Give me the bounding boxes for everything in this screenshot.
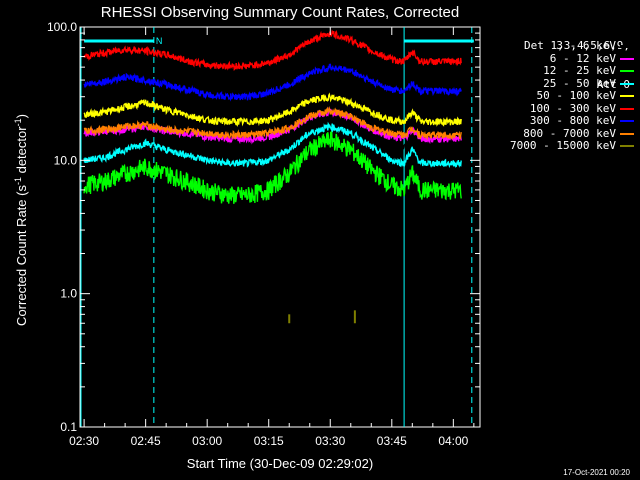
y-axis-label-end: ) bbox=[14, 114, 29, 118]
legend-item-7: 800 - 7000 keV bbox=[510, 126, 634, 141]
legend-swatch-7 bbox=[620, 132, 634, 135]
legend-label-8: 7000 - 15000 keV bbox=[510, 139, 616, 152]
legend-swatch-2 bbox=[620, 70, 634, 73]
x-tick-label-1: 02:45 bbox=[131, 434, 161, 448]
legend-item-8: 7000 - 15000 keV bbox=[510, 139, 634, 153]
y-axis-label-sup: -1 bbox=[13, 177, 23, 185]
x-tick-label-3: 03:15 bbox=[254, 434, 284, 448]
legend-item-1: 6 - 12 keV bbox=[510, 51, 634, 66]
legend-item-5: 100 - 300 keV bbox=[510, 101, 634, 116]
legend-swatch-4 bbox=[620, 95, 634, 98]
x-tick-label-5: 03:45 bbox=[377, 434, 407, 448]
x-axis-label: Start Time (30-Dec-09 02:29:02) bbox=[187, 456, 373, 471]
y-tick-label-0: 0.1 bbox=[60, 420, 77, 434]
series-line-3 bbox=[83, 121, 462, 169]
legend-label-0: 3 - 6 keV bbox=[556, 39, 616, 52]
legend-label-7: 800 - 7000 keV bbox=[523, 126, 616, 140]
y-axis-label-tail: detector bbox=[14, 126, 29, 177]
series-line-2 bbox=[83, 130, 462, 204]
legend-label-5: 100 - 300 keV bbox=[529, 101, 616, 115]
y-axis-label-sup2: -1 bbox=[13, 118, 23, 126]
chart-title: RHESSI Observing Summary Count Rates, Co… bbox=[101, 4, 459, 21]
y-tick-label-2: 10.0 bbox=[54, 153, 78, 167]
y-tick-label-1: 1.0 bbox=[60, 287, 77, 301]
legend-header-line-1: Det 1,3,4,5,6,9, bbox=[524, 39, 630, 52]
legend-item-0: 3 - 6 keV bbox=[510, 39, 634, 53]
legend-label-1: 6 - 12 keV bbox=[549, 51, 616, 65]
legend-item-6: 300 - 800 keV bbox=[510, 114, 634, 128]
legend-swatch-6 bbox=[620, 120, 634, 123]
legend-swatch-1 bbox=[620, 57, 634, 60]
series-line-7 bbox=[83, 106, 462, 141]
y-tick-label-3: 100.0 bbox=[47, 20, 77, 34]
x-tick-label-6: 04:00 bbox=[438, 434, 468, 448]
legend-label-2: 12 - 25 keV bbox=[543, 64, 616, 77]
timestamp: 17-Oct-2021 00:20 bbox=[563, 468, 630, 477]
y-axis-label-main: Corrected Count Rate (s bbox=[14, 185, 29, 326]
plot-frame bbox=[79, 26, 481, 428]
legend-item-3: 25 - 50 keV bbox=[510, 76, 634, 91]
x-tick-label-0: 02:30 bbox=[69, 434, 99, 448]
legend-swatch-3 bbox=[620, 82, 634, 85]
y-axis-label: Corrected Count Rate (s-1 detector-1) bbox=[13, 114, 29, 326]
series-group bbox=[83, 29, 462, 324]
series-line-5 bbox=[83, 29, 462, 72]
legend-swatch-8 bbox=[620, 145, 634, 148]
x-tick-label-2: 03:00 bbox=[192, 434, 222, 448]
legend: 3 - 6 keV 6 - 12 keV 12 - 25 keV 25 - 50 ke… bbox=[510, 39, 634, 153]
legend-label-4: 50 - 100 keV bbox=[536, 89, 616, 102]
x-tick-label-4: 03:30 bbox=[315, 434, 345, 448]
legend-item-2: 12 - 25 keV bbox=[510, 64, 634, 78]
flag-label-0: N bbox=[156, 36, 163, 46]
series-line-1 bbox=[83, 106, 462, 145]
legend-swatch-0 bbox=[620, 44, 634, 48]
series-line-4 bbox=[83, 92, 462, 127]
saa-lines: N bbox=[80, 27, 474, 427]
series-line-6 bbox=[83, 63, 462, 102]
legend-label-3: 25 - 50 keV bbox=[543, 76, 616, 90]
axis-ticks: 02:30 02:45 03:00 03:15 03:30 03:45 04:00 0.1 1.… bbox=[47, 20, 480, 448]
legend-label-6: 300 - 800 keV bbox=[529, 114, 616, 127]
legend-item-4: 50 - 100 keV bbox=[510, 89, 634, 103]
legend-swatch-5 bbox=[620, 107, 634, 110]
svg-text:Corrected Count Rate (s-1 dete: Corrected Count Rate (s-1 detector-1) bbox=[13, 114, 29, 326]
